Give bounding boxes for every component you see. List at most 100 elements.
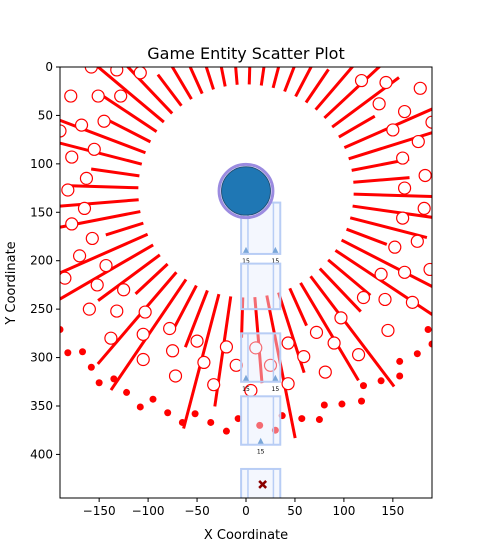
- radial-spoke: [60, 141, 143, 166]
- hollow-marker-point: [97, 114, 111, 128]
- radial-spoke: [170, 284, 198, 334]
- hollow-marker-point: [136, 327, 150, 341]
- hollow-marker-point: [281, 377, 295, 391]
- red-dot-point: [60, 325, 64, 333]
- hollow-marker-point: [354, 73, 369, 88]
- hollow-marker-point: [309, 325, 324, 339]
- hollow-marker-point: [386, 123, 400, 137]
- radial-spoke: [318, 267, 362, 313]
- radial-spoke: [338, 114, 376, 139]
- zone-box: [240, 332, 282, 383]
- radial-spoke: [334, 249, 432, 317]
- hollow-marker-point: [110, 67, 124, 77]
- hollow-marker-point: [219, 340, 234, 354]
- hollow-marker-point: [281, 336, 295, 350]
- hollow-marker-point: [65, 150, 79, 164]
- x-tick-label: 150: [381, 504, 404, 518]
- player-marker: [221, 166, 271, 216]
- radial-spoke: [294, 67, 313, 98]
- x-tick-label: 0: [242, 504, 250, 518]
- zone-entity-icon: [272, 374, 279, 381]
- hollow-marker-point: [165, 344, 180, 358]
- hollow-marker-point: [351, 348, 366, 362]
- radial-spoke: [97, 253, 161, 302]
- hollow-marker-point: [168, 369, 183, 383]
- hollow-marker-point: [417, 201, 431, 216]
- red-dot-point: [191, 410, 199, 418]
- zone-entity-label: 15: [257, 449, 265, 456]
- red-dot-point: [359, 382, 367, 390]
- hollow-marker-point: [197, 355, 211, 370]
- radial-spoke: [183, 289, 209, 348]
- zone-entity-label: 15: [242, 386, 250, 393]
- zone-entity-icon: [243, 374, 249, 381]
- red-dot-point: [136, 403, 144, 411]
- radial-spoke: [204, 67, 215, 90]
- radial-spoke: [134, 262, 169, 295]
- hollow-marker-point: [60, 271, 72, 285]
- hollow-marker-point: [327, 336, 341, 350]
- red-dot-point: [234, 415, 242, 423]
- red-dot-point: [424, 325, 432, 333]
- x-tick-label: −50: [184, 504, 209, 518]
- zone-entity-label: 15: [272, 258, 280, 265]
- red-dot-point: [256, 421, 264, 429]
- hollow-marker-point: [87, 142, 101, 156]
- red-dot-point: [123, 388, 131, 396]
- zone-group: 15 15: [240, 332, 282, 393]
- hollow-marker-point: [82, 302, 96, 316]
- radial-spoke: [340, 238, 432, 289]
- y-tick-label: 400: [30, 447, 53, 461]
- player-ring: [217, 162, 275, 220]
- red-dot-point: [178, 418, 186, 426]
- y-tick-label: 150: [30, 205, 53, 219]
- hollow-marker-point: [413, 81, 427, 95]
- red-dot-point: [207, 418, 215, 426]
- red-dot-point: [396, 372, 404, 380]
- y-tick-label: 200: [30, 254, 53, 268]
- radial-spoke: [70, 184, 139, 190]
- hollow-marker-point: [297, 349, 311, 364]
- zone-entity-icon: [243, 246, 249, 253]
- hollow-marker-point: [133, 67, 147, 80]
- hollow-marker-point: [418, 168, 432, 183]
- red-dot-point: [338, 400, 346, 408]
- hollow-marker-point: [90, 278, 104, 292]
- radial-spoke: [253, 297, 264, 384]
- radial-spoke: [60, 210, 141, 229]
- radial-spoke: [323, 67, 382, 120]
- plot-area: 1515151515151615: [60, 67, 432, 498]
- hollow-marker-point: [72, 249, 87, 263]
- hollow-marker-point: [425, 115, 432, 129]
- hollow-marker-point: [397, 181, 412, 195]
- y-axis-label: Y Coordinate: [4, 241, 19, 325]
- y-tick-label: 100: [30, 157, 53, 171]
- x-marker: [258, 480, 268, 489]
- radial-spoke: [349, 216, 428, 239]
- radial-spoke: [90, 167, 140, 178]
- hollow-marker-point: [334, 311, 348, 325]
- radial-spoke: [299, 282, 360, 382]
- red-dot-point: [428, 340, 432, 348]
- zone-entity-icon: [272, 246, 279, 253]
- hollow-marker-point: [61, 183, 75, 197]
- hollow-marker-point: [77, 201, 92, 216]
- hollow-marker-point: [229, 358, 243, 372]
- red-dot-point: [164, 409, 172, 417]
- red-dot-point: [358, 397, 366, 405]
- radial-spoke: [345, 227, 388, 246]
- radial-spoke: [309, 275, 396, 388]
- hollow-marker-point: [249, 341, 263, 355]
- hollow-marker-point: [318, 365, 332, 379]
- radial-spoke: [95, 67, 165, 124]
- radial-spoke: [60, 232, 149, 274]
- hollow-marker-point: [114, 89, 128, 103]
- radial-spoke: [343, 107, 432, 150]
- radial-spoke: [219, 67, 227, 87]
- hollow-marker-point: [410, 234, 424, 248]
- hollow-marker-point: [397, 265, 412, 279]
- radial-spoke: [304, 68, 330, 104]
- radial-spoke: [188, 67, 204, 95]
- hollow-marker-point: [64, 89, 78, 103]
